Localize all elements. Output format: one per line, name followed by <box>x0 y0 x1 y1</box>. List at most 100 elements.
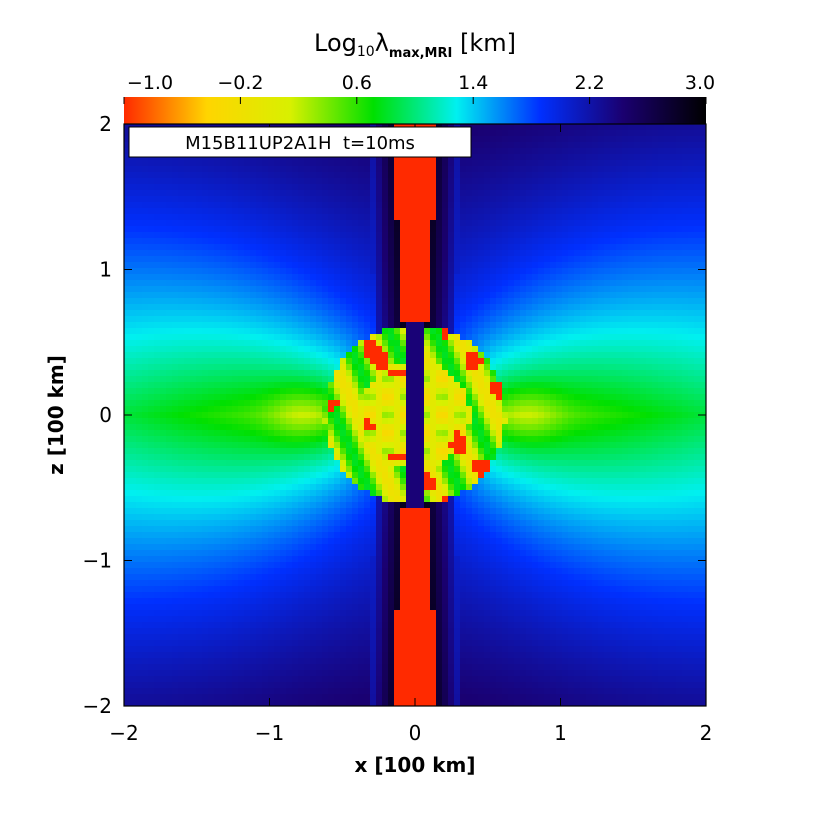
heatmap-cell <box>496 394 503 401</box>
heatmap-cell <box>340 334 347 341</box>
heatmap-cell <box>682 220 689 227</box>
heatmap-cell <box>334 286 341 293</box>
heatmap-cell <box>190 178 197 185</box>
heatmap-cell <box>652 274 659 281</box>
heatmap-cell <box>208 340 215 347</box>
heatmap-cell <box>244 352 251 359</box>
heatmap-cell <box>526 406 533 413</box>
heatmap-cell <box>550 280 557 287</box>
heatmap-cell <box>130 286 137 293</box>
heatmap-cell <box>262 160 269 167</box>
heatmap-cell <box>586 136 593 143</box>
heatmap-cell <box>694 280 701 287</box>
heatmap-cell <box>562 250 569 257</box>
heatmap-cell <box>640 346 647 353</box>
heatmap-cell <box>658 238 665 245</box>
heatmap-cell <box>172 424 179 431</box>
heatmap-cell <box>436 328 443 335</box>
heatmap-cell <box>664 376 671 383</box>
heatmap-cell <box>250 430 257 437</box>
heatmap-cell <box>550 322 557 329</box>
heatmap-cell <box>358 382 365 389</box>
heatmap-cell <box>682 184 689 191</box>
heatmap-cell <box>286 160 293 167</box>
heatmap-cell <box>346 286 353 293</box>
heatmap-cell <box>604 208 611 215</box>
heatmap-cell <box>178 244 185 251</box>
heatmap-cell <box>688 148 695 155</box>
heatmap-cell <box>334 406 341 413</box>
heatmap-cell <box>640 316 647 323</box>
heatmap-cell <box>208 226 215 233</box>
heatmap-cell <box>148 334 155 341</box>
heatmap-cell <box>268 226 275 233</box>
heatmap-cell <box>502 370 509 377</box>
heatmap-cell <box>520 412 527 419</box>
heatmap-cell <box>250 214 257 221</box>
heatmap-cell <box>664 346 671 353</box>
heatmap-cell <box>268 310 275 317</box>
heatmap-cell <box>586 184 593 191</box>
heatmap-cell <box>298 172 305 179</box>
heatmap-cell <box>658 286 665 293</box>
heatmap-cell <box>334 364 341 371</box>
heatmap-cell <box>520 178 527 185</box>
heatmap-cell <box>532 268 539 275</box>
heatmap-cell <box>292 382 299 389</box>
heatmap-cell <box>304 304 311 311</box>
heatmap-cell <box>562 358 569 365</box>
heatmap-cell <box>616 250 623 257</box>
heatmap-cell <box>598 238 605 245</box>
heatmap-cell <box>178 352 185 359</box>
heatmap-cell <box>316 352 323 359</box>
heatmap-cell <box>442 358 449 365</box>
heatmap-cell <box>292 262 299 269</box>
heatmap-cell <box>388 352 395 359</box>
heatmap-cell <box>580 310 587 317</box>
heatmap-cell <box>514 316 521 323</box>
heatmap-cell <box>124 154 131 161</box>
heatmap-cell <box>574 178 581 185</box>
heatmap-cell <box>322 256 329 263</box>
heatmap-cell <box>514 334 521 341</box>
heatmap-cell <box>232 226 239 233</box>
heatmap-cell <box>412 298 419 305</box>
heatmap-cell <box>292 352 299 359</box>
heatmap-cell <box>316 340 323 347</box>
heatmap-cell <box>388 310 395 317</box>
heatmap-cell <box>376 274 383 281</box>
heatmap-cell <box>376 388 383 395</box>
heatmap-cell <box>148 208 155 215</box>
heatmap-cell <box>676 400 683 407</box>
heatmap-cell <box>190 376 197 383</box>
heatmap-cell <box>502 250 509 257</box>
heatmap-cell <box>220 334 227 341</box>
heatmap-cell <box>406 202 413 209</box>
heatmap-cell <box>670 292 677 299</box>
heatmap-cell <box>130 196 137 203</box>
heatmap-cell <box>280 226 287 233</box>
heatmap-cell <box>670 226 677 233</box>
heatmap-cell <box>646 268 653 275</box>
heatmap-cell <box>334 424 341 431</box>
heatmap-cell <box>424 160 431 167</box>
heatmap-cell <box>550 136 557 143</box>
heatmap-cell <box>160 268 167 275</box>
heatmap-cell <box>274 292 281 299</box>
heatmap-cell <box>184 166 191 173</box>
heatmap-cell <box>244 418 251 425</box>
heatmap-cell <box>130 370 137 377</box>
heatmap-cell <box>406 412 413 419</box>
heatmap-cell <box>514 148 521 155</box>
heatmap-cell <box>214 346 221 353</box>
heatmap-cell <box>418 298 425 305</box>
heatmap-cell <box>568 346 575 353</box>
heatmap-cell <box>592 322 599 329</box>
heatmap-cell <box>388 424 395 431</box>
heatmap-cell <box>634 262 641 269</box>
heatmap-cell <box>454 418 461 425</box>
heatmap-cell <box>478 400 485 407</box>
heatmap-cell <box>532 124 539 131</box>
heatmap-cell <box>466 418 473 425</box>
